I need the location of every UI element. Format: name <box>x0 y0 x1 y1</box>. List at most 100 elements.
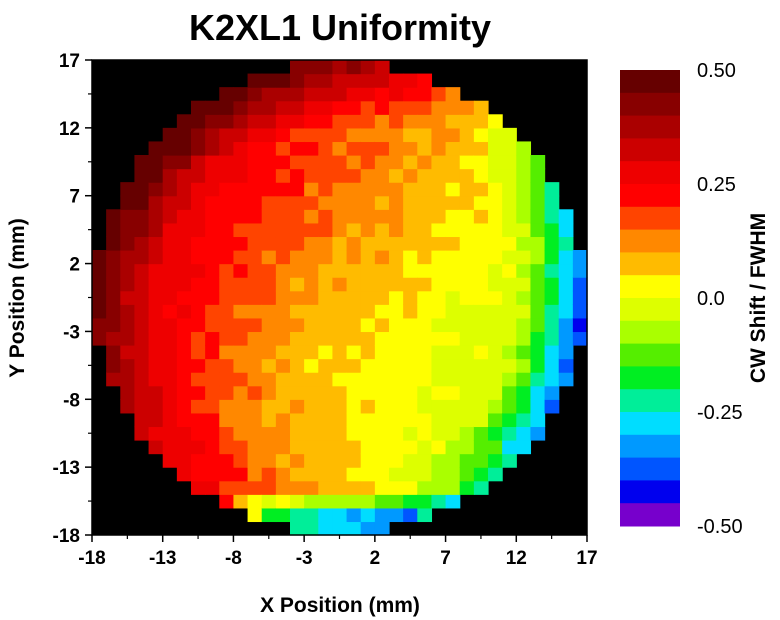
heatmap-cell <box>304 399 319 414</box>
heatmap-cell <box>516 331 532 346</box>
heatmap-cell <box>318 467 334 482</box>
heatmap-cell <box>191 399 206 414</box>
heatmap-cell <box>374 236 390 251</box>
heatmap-cell <box>417 73 433 88</box>
heatmap-cell <box>360 480 376 495</box>
heatmap-cell <box>502 127 517 143</box>
heatmap-cell <box>176 290 192 305</box>
heatmap-cell <box>488 440 503 455</box>
heatmap-cell <box>176 304 192 319</box>
heatmap-cell <box>417 209 433 224</box>
heatmap-cell <box>516 440 532 455</box>
heatmap-cell <box>445 236 461 251</box>
heatmap-cell <box>572 304 588 319</box>
heatmap-cell <box>403 250 418 265</box>
heatmap-cell <box>205 345 220 360</box>
heatmap-cell <box>233 426 249 441</box>
heatmap-cell <box>219 87 235 102</box>
heatmap-cell <box>290 222 305 238</box>
heatmap-cell <box>275 399 291 414</box>
heatmap-cell <box>332 399 348 414</box>
heatmap-cell <box>290 290 305 305</box>
heatmap-cell <box>205 358 220 373</box>
y-axis: -18 -13 -8 -3 2 7 12 17 <box>53 51 92 547</box>
heatmap-cell <box>445 412 461 428</box>
heatmap-cell <box>290 73 305 88</box>
heatmap-cell <box>473 453 489 468</box>
heatmap-cell <box>275 304 291 319</box>
heatmap-cell <box>403 114 418 129</box>
heatmap-cell <box>191 155 206 170</box>
heatmap-cell <box>219 372 235 387</box>
heatmap-cell <box>261 168 277 183</box>
heatmap-cell <box>346 494 362 509</box>
heatmap-cell <box>106 222 121 238</box>
heatmap-cell <box>346 168 362 183</box>
heatmap-cell <box>120 317 136 333</box>
heatmap-cell <box>459 182 475 197</box>
heatmap-cell <box>290 453 305 468</box>
heatmap-cell <box>374 127 390 143</box>
heatmap-cell <box>332 480 348 495</box>
heatmap-cell <box>261 263 277 278</box>
heatmap-cell <box>134 290 150 305</box>
heatmap-cell <box>360 494 376 509</box>
heatmap-cell <box>374 358 390 373</box>
heatmap-cell <box>219 426 235 441</box>
heatmap-cell <box>205 304 220 319</box>
heatmap-cell <box>431 263 447 278</box>
heatmap-cell <box>403 453 418 468</box>
heatmap-cell <box>176 222 192 238</box>
heatmap-cell <box>247 345 263 360</box>
heatmap-cell <box>120 331 136 346</box>
heatmap-cell <box>488 182 503 197</box>
heatmap-cell <box>332 195 348 210</box>
heatmap-cell <box>261 195 277 210</box>
heatmap-cell <box>134 263 150 278</box>
colorbar-swatch <box>620 92 680 117</box>
heatmap-cell <box>247 453 263 468</box>
heatmap-cell <box>275 494 291 509</box>
heatmap-cell <box>233 467 249 482</box>
heatmap-cell <box>360 182 376 197</box>
heatmap-cell <box>290 304 305 319</box>
heatmap-cell <box>374 480 390 495</box>
heatmap-cell <box>148 263 164 278</box>
heatmap-cell <box>162 345 178 360</box>
heatmap-cell <box>502 453 517 468</box>
heatmap-cell <box>191 358 206 373</box>
heatmap-cell <box>445 345 461 360</box>
x-tick-label: 2 <box>370 548 381 569</box>
heatmap-cell <box>219 317 235 333</box>
heatmap-cell <box>290 345 305 360</box>
colorbar-swatch <box>620 229 680 253</box>
heatmap-cell <box>389 317 404 333</box>
heatmap-cell <box>417 358 433 373</box>
heatmap-cell <box>290 358 305 373</box>
heatmap-cell <box>374 399 390 414</box>
heatmap-cell <box>148 304 164 319</box>
heatmap-cell <box>332 141 348 156</box>
heatmap-cell <box>219 412 235 428</box>
heatmap-cell <box>134 412 150 428</box>
heatmap-cell <box>516 412 532 428</box>
heatmap-cell <box>473 426 489 441</box>
heatmap-cell <box>304 440 319 455</box>
heatmap-cell <box>389 372 404 387</box>
heatmap-cell <box>318 114 334 129</box>
heatmap-cell <box>445 277 461 292</box>
heatmap-cell <box>417 480 433 495</box>
heatmap-cell <box>360 73 376 88</box>
colorbar-swatch <box>620 434 680 459</box>
heatmap-cell <box>360 372 376 387</box>
heatmap-cell <box>431 87 447 102</box>
heatmap-cell <box>530 195 546 210</box>
heatmap-cell <box>346 480 362 495</box>
heatmap-cell <box>261 440 277 455</box>
heatmap-cell <box>148 141 164 156</box>
heatmap-cell <box>488 141 503 156</box>
heatmap-cell <box>544 277 560 292</box>
heatmap-cell <box>374 87 390 102</box>
heatmap-cell <box>459 453 475 468</box>
